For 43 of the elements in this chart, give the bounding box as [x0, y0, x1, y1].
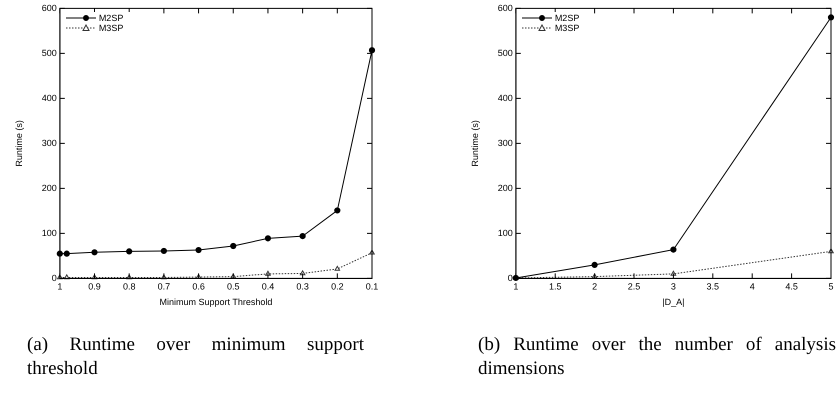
x-tick-label: 3.5: [706, 281, 720, 292]
legend-label: M3SP: [98, 23, 124, 34]
y-tick-label: 500: [498, 48, 513, 58]
y-tick-label: 600: [42, 2, 57, 13]
x-tick-label: 2: [592, 281, 598, 292]
text: (b) Runtime over the number of analysis dimensions: [478, 333, 836, 381]
x-tick-label: 2.5: [628, 281, 640, 292]
y-tick-label: 200: [42, 182, 57, 193]
legend-label: M2SP: [554, 13, 580, 24]
x-tick-label: 5: [828, 281, 834, 292]
y-axis-title: Runtime (s): [470, 120, 480, 167]
y-tick-label: 300: [498, 138, 513, 148]
y-tick-label: 200: [498, 182, 513, 193]
x-axis-title: |D_A|: [662, 297, 684, 308]
legend-label: M2SP: [98, 13, 124, 24]
y-tick-label: 0: [508, 272, 513, 283]
x-tick-label: 0.6: [192, 281, 205, 292]
x-tick-label: 0.4: [262, 281, 274, 292]
x-tick-label: 4.5: [785, 281, 798, 292]
legend-label: M3SP: [554, 23, 580, 34]
x-axis-title: Minimum Support Threshold: [159, 297, 272, 308]
x-tick-label: 1: [57, 281, 62, 292]
y-tick-label: 300: [42, 138, 57, 148]
x-tick-label: 0.7: [158, 281, 170, 292]
y-tick-label: 500: [42, 48, 57, 58]
y-tick-label: 100: [498, 228, 513, 238]
x-tick-label: 0.1: [366, 281, 378, 292]
text: (a) Runtime over minimum support threshold: [27, 333, 364, 381]
x-tick-label: 0.2: [331, 281, 344, 292]
y-tick-label: 0: [52, 272, 57, 283]
x-tick-label: 0.3: [296, 281, 309, 292]
y-tick-label: 100: [42, 228, 57, 238]
y-tick-label: 400: [42, 92, 57, 103]
y-tick-label: 600: [498, 2, 513, 13]
y-axis-title: Runtime (s): [14, 120, 24, 167]
y-tick-label: 400: [498, 92, 513, 103]
x-tick-label: 0.9: [88, 281, 101, 292]
x-tick-label: 1.5: [548, 281, 562, 292]
x-tick-label: 0.5: [226, 281, 240, 292]
x-tick-label: 3: [670, 281, 676, 292]
x-tick-label: 0.8: [122, 281, 136, 292]
x-tick-label: 4: [750, 281, 755, 292]
x-tick-label: 1: [513, 281, 518, 292]
